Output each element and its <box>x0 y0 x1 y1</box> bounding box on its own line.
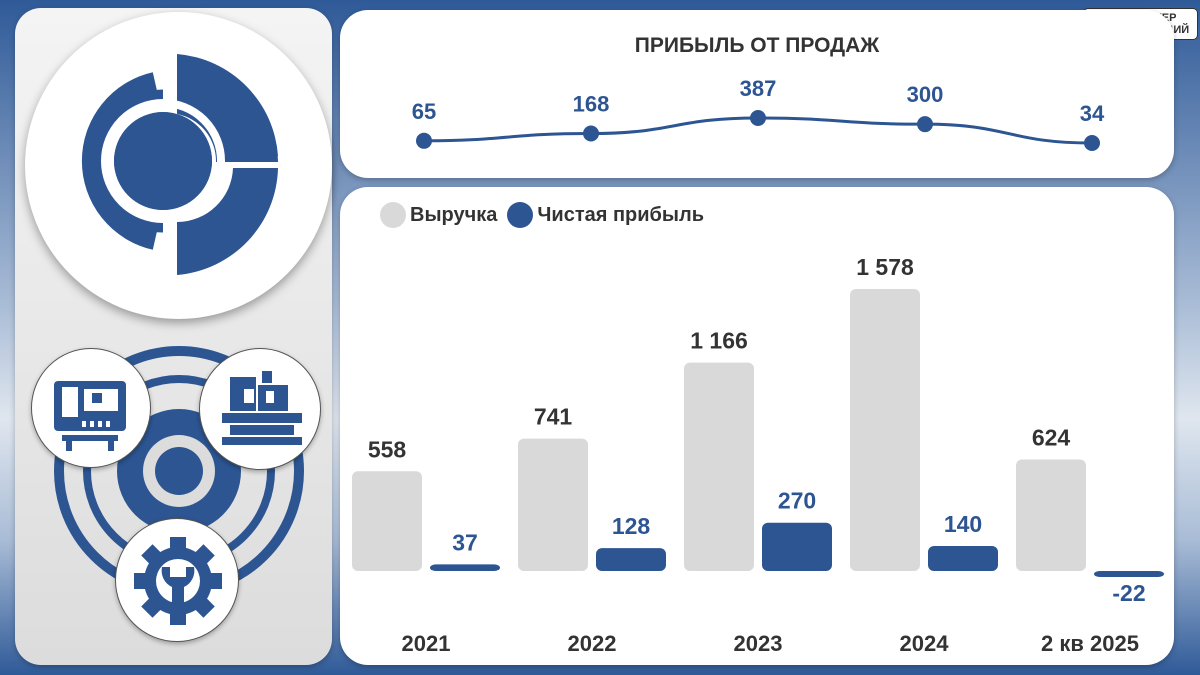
sales-profit-panel: ПРИБЫЛЬ ОТ ПРОДАЖ 65 168 387 300 34 <box>340 10 1174 178</box>
revenue-value-label: 1 578 <box>856 254 914 280</box>
category-label: 2023 <box>734 631 783 656</box>
profit-value-label: 168 <box>573 92 610 117</box>
machine-tool-icon <box>222 371 302 445</box>
revenue-bar <box>684 362 754 571</box>
category-label: 2 кв 2025 <box>1041 631 1139 656</box>
company-panel <box>15 8 332 665</box>
chart-legend: Выручка Чистая прибыль <box>380 202 714 228</box>
revenue-profit-bar-chart: 558 37 2021 741 128 2022 1 166 270 2023 1 578 140 2… <box>352 254 1164 656</box>
category-label: 2021 <box>402 631 451 656</box>
net-profit-value-label: 270 <box>778 488 816 514</box>
legend-item-net-profit: Чистая прибыль <box>507 202 704 228</box>
net-profit-bar <box>928 545 998 571</box>
profit-point <box>583 125 599 142</box>
profit-value-label: 300 <box>907 82 944 107</box>
net-profit-bar <box>596 548 666 571</box>
sales-profit-title: ПРИБЫЛЬ ОТ ПРОДАЖ <box>634 34 880 57</box>
net-profit-bar <box>430 564 500 571</box>
generator-icon-circle <box>31 348 151 468</box>
wrench-gear-icon <box>134 537 222 625</box>
net-profit-bar <box>1094 571 1164 577</box>
category-label: 2024 <box>900 631 950 656</box>
revenue-bar <box>518 438 588 571</box>
net-profit-value-label: 140 <box>944 511 982 537</box>
profit-point <box>1084 135 1100 151</box>
generator-icon <box>54 381 126 451</box>
revenue-value-label: 741 <box>534 404 573 430</box>
revenue-value-label: 1 166 <box>690 328 748 354</box>
category-label: 2022 <box>568 631 617 656</box>
revenue-bar <box>1016 459 1086 571</box>
net-profit-value-label: 37 <box>452 529 478 555</box>
legend-swatch-revenue <box>380 202 406 228</box>
profit-value-label: 387 <box>740 76 777 101</box>
legend-label-revenue: Выручка <box>410 203 498 226</box>
profit-value-label: 65 <box>412 99 436 124</box>
profit-point <box>917 116 933 133</box>
logo-circle <box>25 12 332 319</box>
sales-profit-line-chart: 65 168 387 300 34 <box>412 76 1105 151</box>
net-profit-value-label: -22 <box>1112 580 1145 606</box>
net-profit-bar <box>762 522 832 571</box>
legend-item-revenue: Выручка <box>380 202 497 228</box>
profit-point <box>750 110 766 126</box>
machine-tool-icon-circle <box>199 348 321 470</box>
net-profit-value-label: 128 <box>612 513 651 539</box>
revenue-value-label: 624 <box>1032 424 1071 450</box>
revenue-bar <box>850 289 920 571</box>
profit-value-label: 34 <box>1080 101 1105 126</box>
legend-swatch-net-profit <box>507 202 534 228</box>
wrench-gear-icon-circle <box>115 518 239 642</box>
legend-label-net-profit: Чистая прибыль <box>537 203 704 226</box>
company-logo-icon <box>81 54 278 275</box>
profit-point <box>416 132 432 149</box>
revenue-profit-panel: Выручка Чистая прибыль 558 37 2021 741 128 20… <box>340 187 1174 665</box>
revenue-value-label: 558 <box>368 436 407 462</box>
revenue-bar <box>352 471 422 571</box>
